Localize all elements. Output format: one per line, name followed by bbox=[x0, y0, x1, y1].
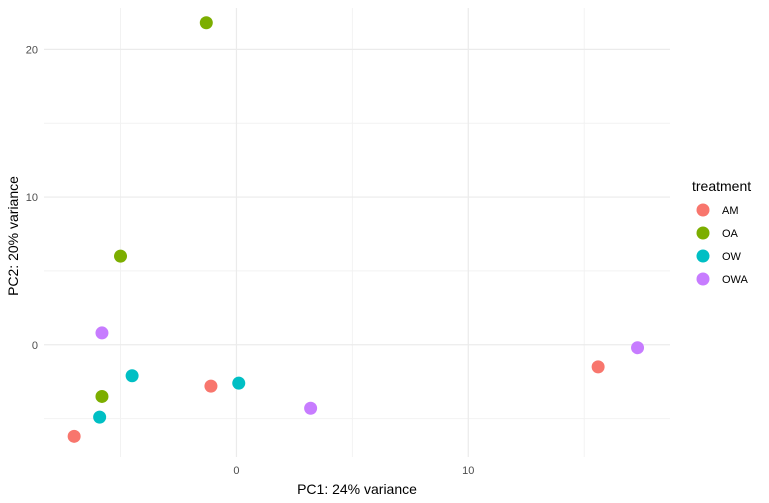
data-point-owa bbox=[304, 401, 318, 415]
legend-label-am: AM bbox=[722, 205, 739, 217]
legend: treatment AM OA OW OWA bbox=[692, 178, 751, 286]
data-point-oa bbox=[95, 389, 109, 403]
legend-key-oa bbox=[696, 226, 710, 240]
legend-label-oa: OA bbox=[722, 228, 739, 240]
legend-key-ow bbox=[696, 249, 710, 263]
data-point-ow bbox=[125, 369, 139, 383]
legend-key-am bbox=[696, 203, 710, 217]
y-tick-label: 20 bbox=[26, 44, 38, 56]
data-point-am bbox=[591, 360, 605, 374]
data-point-ow bbox=[232, 376, 246, 390]
y-axis-title: PC2: 20% variance bbox=[5, 176, 21, 296]
y-tick-label: 0 bbox=[32, 340, 38, 352]
data-points bbox=[67, 16, 645, 443]
x-tick-labels: 0 10 bbox=[233, 465, 474, 477]
legend-label-owa: OWA bbox=[722, 274, 749, 286]
y-tick-labels: 0 10 20 bbox=[26, 44, 38, 351]
major-gridlines bbox=[44, 8, 670, 457]
data-point-owa bbox=[95, 326, 109, 340]
x-tick-label: 10 bbox=[462, 465, 474, 477]
data-point-oa bbox=[114, 249, 128, 263]
legend-title: treatment bbox=[692, 178, 751, 194]
legend-items: AM OA OW OWA bbox=[696, 203, 749, 286]
data-point-ow bbox=[93, 410, 107, 424]
data-point-am bbox=[204, 379, 218, 393]
x-tick-label: 0 bbox=[233, 465, 239, 477]
data-point-owa bbox=[631, 341, 645, 355]
legend-label-ow: OW bbox=[722, 251, 742, 263]
y-tick-label: 10 bbox=[26, 192, 38, 204]
data-point-oa bbox=[199, 16, 213, 30]
legend-key-owa bbox=[696, 272, 710, 286]
x-axis-title: PC1: 24% variance bbox=[297, 481, 417, 497]
minor-gridlines bbox=[44, 8, 670, 457]
data-point-am bbox=[67, 429, 81, 443]
